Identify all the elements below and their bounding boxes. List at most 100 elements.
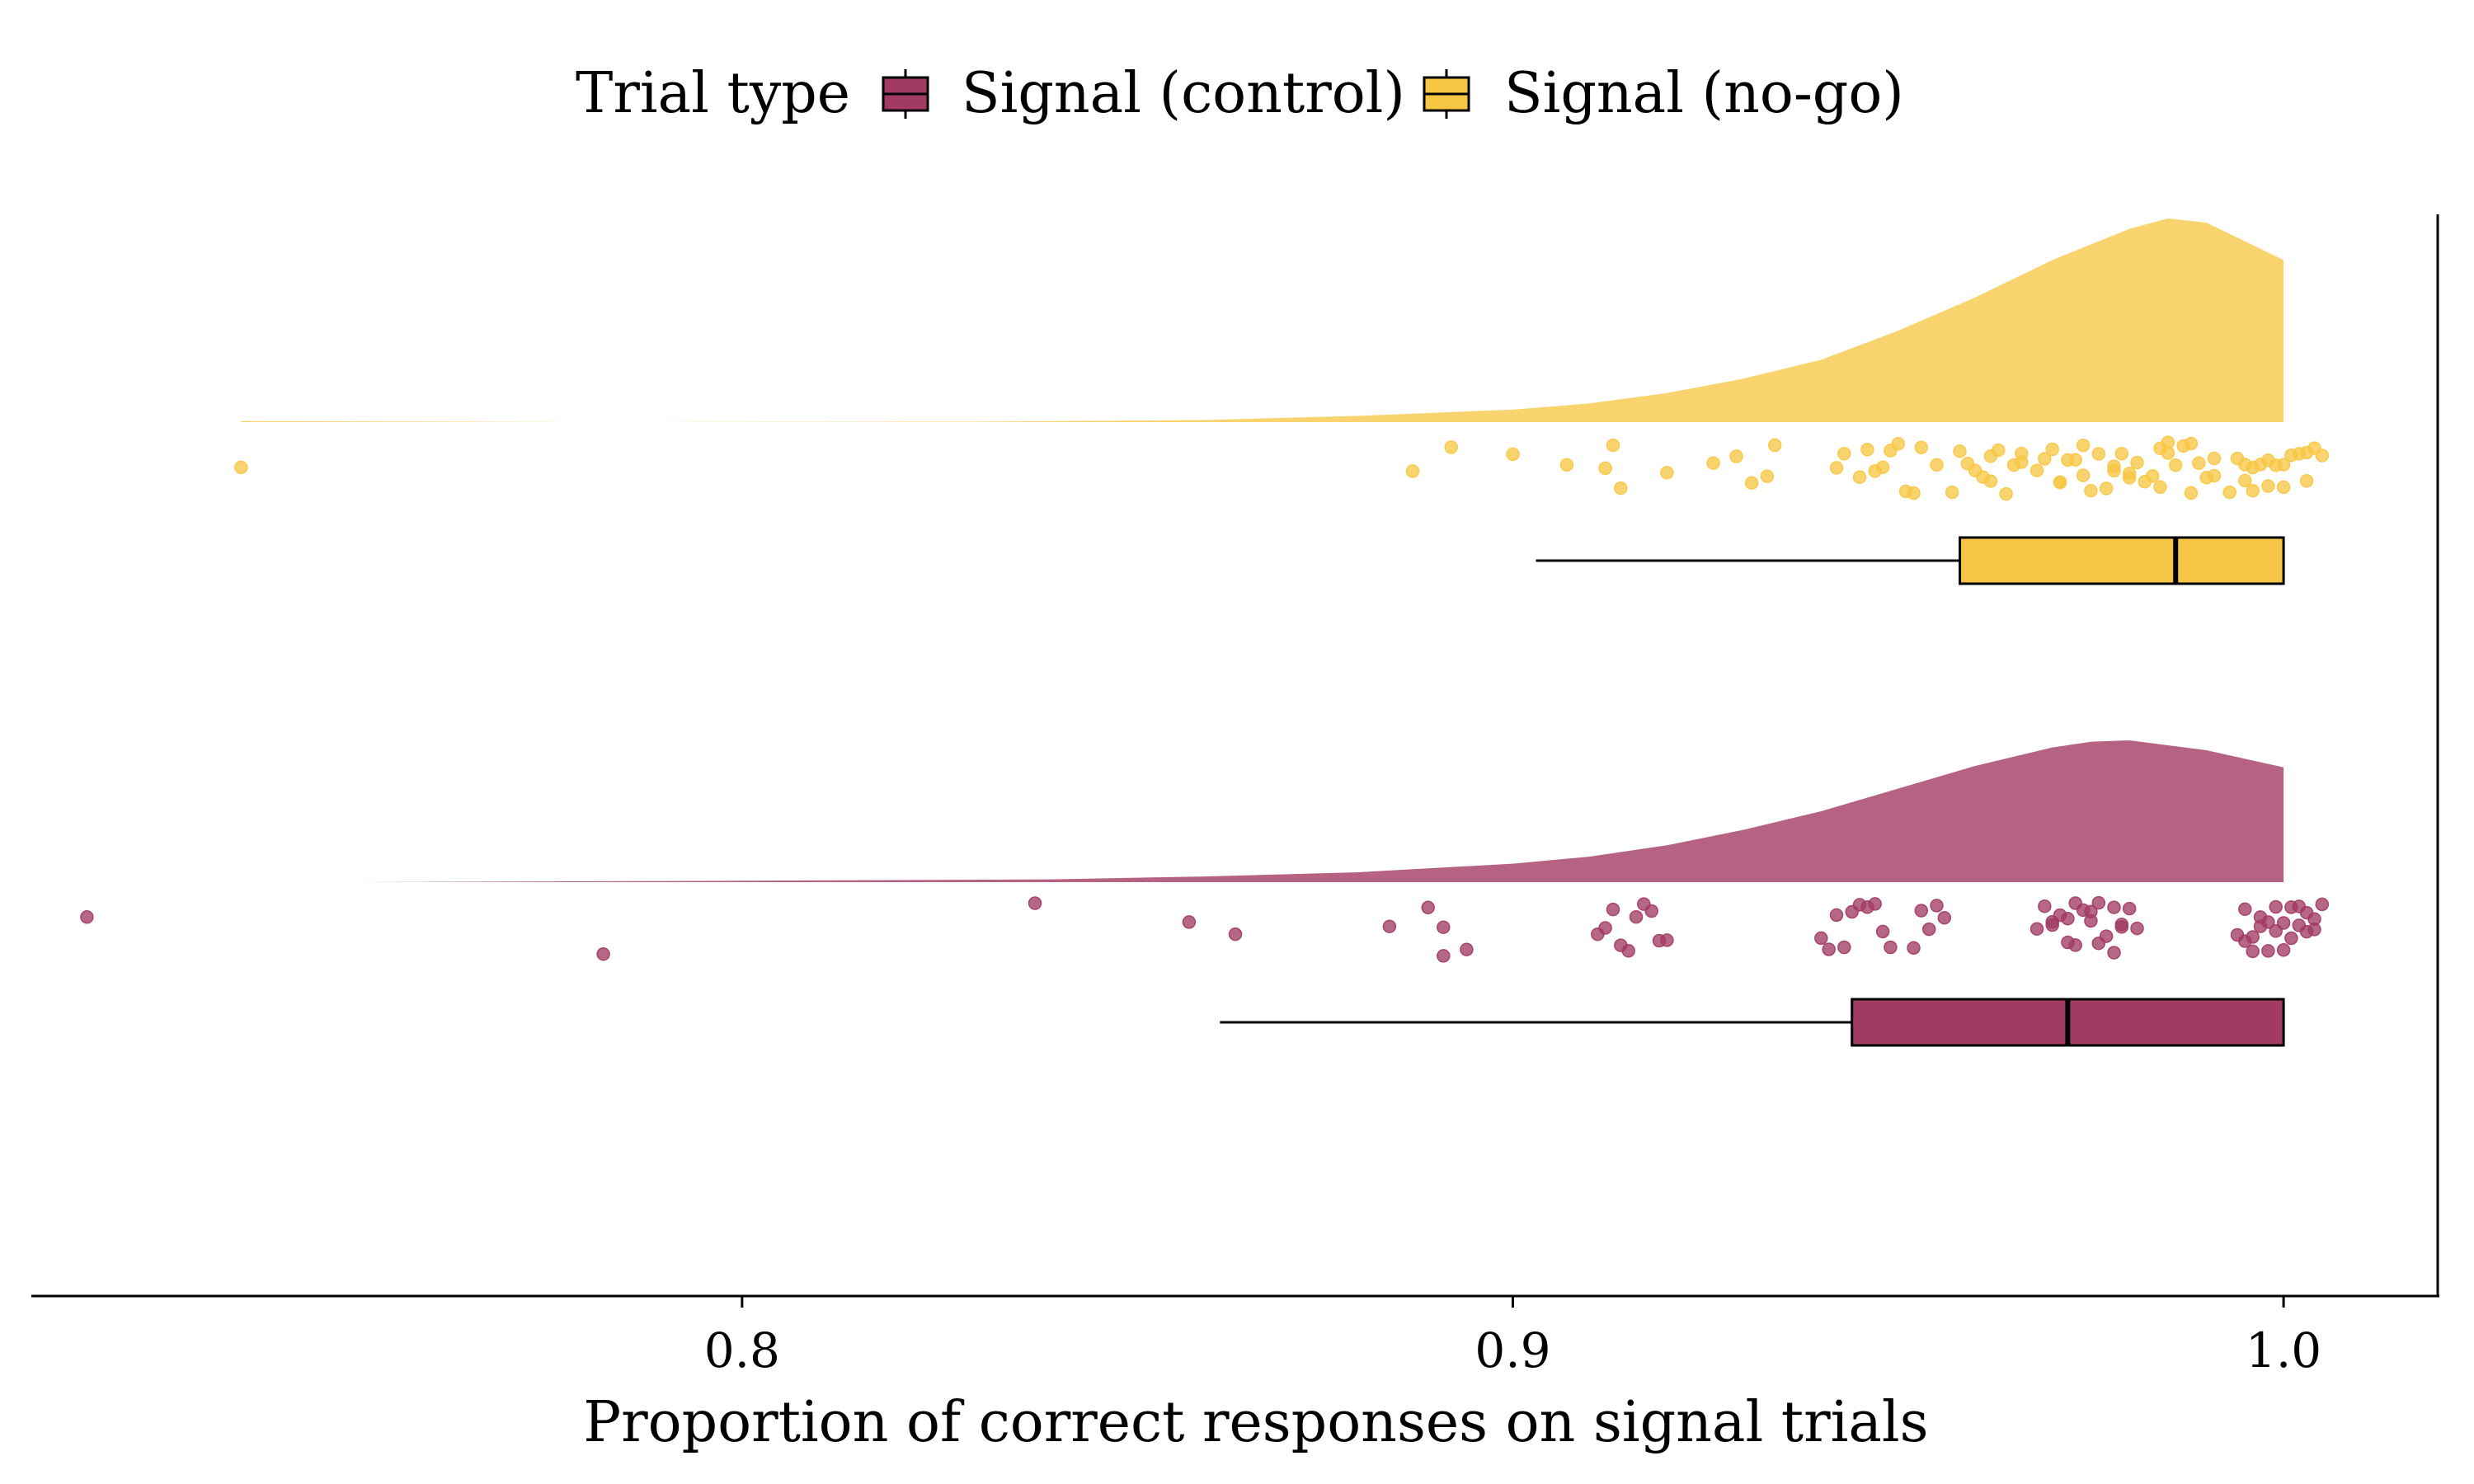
point-0-21 bbox=[1891, 437, 1906, 451]
point-1-51 bbox=[2091, 936, 2106, 951]
point-0-16 bbox=[1852, 470, 1867, 484]
point-1-30 bbox=[1907, 941, 1921, 956]
point-0-32 bbox=[1992, 443, 2006, 458]
point-0-45 bbox=[2099, 481, 2114, 495]
point-1-4 bbox=[1228, 927, 1243, 942]
point-1-55 bbox=[2107, 946, 2121, 960]
point-0-13 bbox=[1767, 438, 1782, 453]
point-1-2 bbox=[1028, 896, 1042, 910]
legend-key-control bbox=[882, 69, 929, 119]
point-0-33 bbox=[1999, 486, 2013, 501]
point-0-44 bbox=[2091, 447, 2106, 461]
point-0-10 bbox=[1729, 449, 1743, 463]
point-1-17 bbox=[1644, 904, 1658, 918]
point-0-5 bbox=[1598, 461, 1612, 476]
point-1-71 bbox=[2246, 944, 2260, 959]
point-1-60 bbox=[2269, 899, 2283, 914]
point-1-74 bbox=[2238, 902, 2252, 917]
point-1-3 bbox=[1182, 915, 1197, 929]
point-0-15 bbox=[1837, 447, 1851, 461]
point-1-27 bbox=[1868, 897, 1882, 911]
point-1-69 bbox=[2276, 916, 2291, 930]
point-1-5 bbox=[1382, 919, 1397, 933]
point-1-54 bbox=[2084, 913, 2098, 928]
point-0-2 bbox=[1444, 440, 1458, 454]
point-0-75 bbox=[2184, 486, 2199, 500]
point-0-76 bbox=[2246, 483, 2260, 498]
point-0-79 bbox=[2076, 468, 2091, 482]
point-1-43 bbox=[2091, 895, 2106, 910]
point-1-20 bbox=[1814, 931, 1828, 946]
point-0-78 bbox=[1983, 474, 1998, 488]
point-1-19 bbox=[1660, 933, 1674, 947]
x-tick-label-1: 0.9 bbox=[1475, 1322, 1550, 1378]
legend-key-nogo bbox=[1423, 69, 1470, 119]
point-1-68 bbox=[2253, 919, 2268, 933]
point-0-1 bbox=[1405, 464, 1420, 478]
x-tick-label-0: 0.8 bbox=[704, 1322, 780, 1378]
point-0-65 bbox=[2261, 479, 2275, 493]
point-0-57 bbox=[2192, 456, 2206, 471]
density-0 bbox=[241, 218, 2284, 422]
density-1 bbox=[63, 740, 2284, 882]
point-0-0 bbox=[234, 460, 248, 475]
point-1-9 bbox=[1460, 942, 1474, 956]
point-0-70 bbox=[2299, 474, 2314, 488]
point-0-84 bbox=[2299, 445, 2314, 460]
point-1-50 bbox=[2068, 896, 2082, 910]
point-0-87 bbox=[2238, 473, 2252, 488]
point-0-77 bbox=[2276, 480, 2291, 495]
point-1-76 bbox=[2284, 931, 2298, 946]
point-0-72 bbox=[2315, 448, 2330, 463]
point-1-75 bbox=[2261, 944, 2275, 958]
point-1-48 bbox=[2130, 921, 2144, 936]
point-1-12 bbox=[1606, 902, 1620, 917]
series-layer bbox=[63, 218, 2330, 1047]
point-1-39 bbox=[2061, 911, 2075, 926]
point-0-42 bbox=[2076, 438, 2091, 453]
point-1-23 bbox=[1837, 940, 1851, 955]
point-0-80 bbox=[2107, 463, 2121, 478]
point-1-15 bbox=[1629, 909, 1644, 924]
point-0-36 bbox=[2030, 463, 2044, 477]
point-0-47 bbox=[2114, 447, 2129, 461]
point-1-45 bbox=[2107, 900, 2121, 914]
point-0-51 bbox=[2145, 469, 2160, 483]
point-0-6 bbox=[1606, 438, 1620, 453]
point-0-12 bbox=[1760, 469, 1775, 483]
point-0-83 bbox=[2261, 453, 2275, 467]
legend-title: Trial type bbox=[576, 61, 850, 126]
point-1-57 bbox=[2246, 930, 2260, 944]
point-1-49 bbox=[2045, 918, 2059, 932]
series-control bbox=[63, 740, 2330, 1047]
point-0-24 bbox=[1914, 440, 1929, 455]
point-0-43 bbox=[2084, 483, 2098, 498]
point-0-85 bbox=[2015, 455, 2029, 469]
point-0-19 bbox=[1875, 460, 1890, 474]
point-0-7 bbox=[1614, 481, 1628, 495]
point-0-23 bbox=[1907, 486, 1921, 500]
point-1-72 bbox=[2269, 924, 2283, 938]
point-1-28 bbox=[1875, 924, 1890, 939]
point-1-35 bbox=[2030, 922, 2044, 936]
point-1-77 bbox=[2307, 923, 2321, 937]
point-1-32 bbox=[1921, 922, 1936, 937]
point-0-26 bbox=[1945, 485, 1959, 500]
point-0-59 bbox=[2207, 468, 2222, 483]
legend-label-control: Signal (control) bbox=[962, 61, 1405, 126]
point-1-14 bbox=[1621, 944, 1635, 958]
point-1-8 bbox=[1437, 920, 1451, 934]
point-0-3 bbox=[1506, 447, 1520, 462]
point-0-86 bbox=[2122, 471, 2137, 485]
point-0-4 bbox=[1559, 458, 1574, 472]
point-0-54 bbox=[2168, 458, 2183, 472]
point-0-8 bbox=[1660, 466, 1674, 480]
legend: Trial type Signal (control) Signal (no-g… bbox=[576, 61, 1904, 126]
x-axis-title: Proportion of correct responses on signa… bbox=[583, 1390, 1928, 1455]
point-0-17 bbox=[1860, 443, 1874, 457]
point-0-14 bbox=[1829, 461, 1844, 475]
point-0-74 bbox=[2153, 480, 2167, 495]
series-nogo bbox=[234, 218, 2330, 585]
legend-label-nogo: Signal (no-go) bbox=[1504, 61, 1904, 126]
